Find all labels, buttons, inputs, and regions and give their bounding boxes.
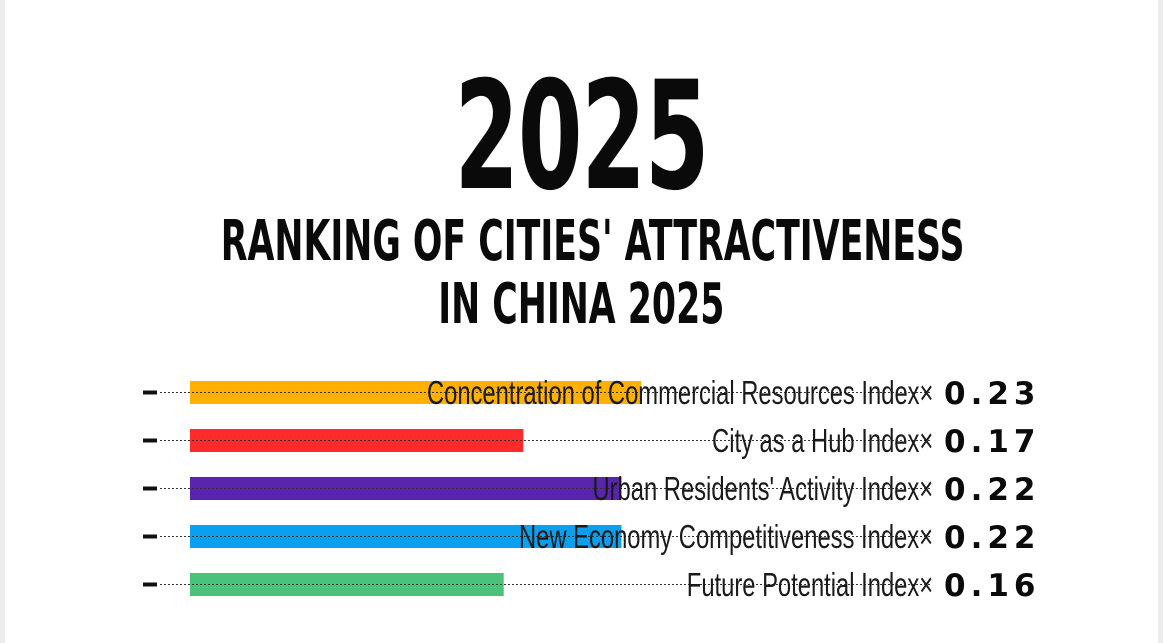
- category-label: Future Potential Index×: [686, 565, 933, 603]
- category-label: Concentration of Commercial Resources In…: [426, 373, 933, 411]
- weight-value-label: 0.17: [944, 423, 1041, 460]
- bar-4: [190, 573, 504, 596]
- row-marker: [143, 582, 157, 587]
- row-marker: [143, 438, 157, 443]
- weight-value-label: 0.22: [944, 519, 1041, 556]
- weight-value-label: 0.16: [944, 567, 1041, 604]
- title-line-2: IN CHINA 2025: [438, 272, 725, 337]
- year-heading: 2025: [454, 50, 709, 224]
- category-label: City as a Hub Index×: [711, 421, 933, 459]
- weight-value-label: 0.22: [944, 471, 1041, 508]
- category-label: Urban Residents' Activity Index×: [592, 469, 933, 507]
- category-label: New Economy Competitiveness Index×: [518, 517, 933, 555]
- title-line-1: RANKING OF CITIES' ATTRACTIVENESS: [220, 209, 965, 274]
- row-marker: [143, 534, 157, 539]
- row-marker: [143, 390, 157, 395]
- weight-value-label: 0.23: [944, 375, 1041, 412]
- row-marker: [143, 486, 157, 491]
- bar-0: [190, 381, 641, 404]
